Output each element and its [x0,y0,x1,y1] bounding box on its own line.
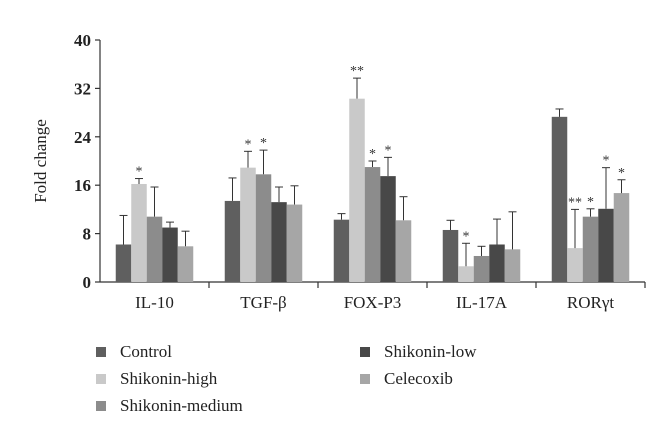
legend-label-shikonin-high: Shikonin-high [120,369,218,388]
bar-celecoxib-ror-t [613,193,630,282]
bar-shikonin-high-il-10 [131,183,147,282]
legend-swatch-shikonin-low [360,347,370,357]
bar-shikonin-low-tgf [271,202,287,282]
bar-celecoxib-tgf [286,204,303,282]
bar-shikonin-high-ror-t [567,248,583,282]
x-tick-label: FOX-P3 [344,293,402,312]
significance-marker: * [603,154,610,169]
significance-marker: * [463,229,470,244]
bar-shikonin-low-il-17a [489,244,505,282]
bar-celecoxib-il-17a [504,249,521,282]
legend-label-celecoxib: Celecoxib [384,369,453,388]
significance-marker: * [245,137,252,152]
legend-label-shikonin-low: Shikonin-low [384,342,477,361]
legend-swatch-shikonin-high [96,374,106,384]
significance-marker: * [618,166,625,181]
bar-shikonin-medium-il-10 [146,216,163,282]
bar-shikonin-medium-ror-t [582,216,599,282]
bar-shikonin-low-il-10 [162,227,178,282]
chart-legend: Control Shikonin-high Shikonin-medium Sh… [96,338,616,428]
y-tick-label: 16 [74,176,91,195]
x-tick-label: TGF-β [240,293,286,312]
bar-shikonin-low-ror-t [598,208,614,282]
x-tick-label: IL-10 [135,293,174,312]
x-tick-label: IL-17A [456,293,508,312]
significance-marker: * [385,143,392,158]
x-tick-label: RORγt [567,293,614,312]
bar-shikonin-medium-fox-p3 [364,167,381,282]
y-tick-label: 8 [83,225,92,244]
legend-label-control: Control [120,342,172,361]
y-tick-label: 24 [74,128,92,147]
legend-item-celecoxib: Celecoxib [360,369,453,389]
chart-bars [115,77,630,283]
bar-control-fox-p3 [333,219,350,282]
y-tick-label: 40 [74,31,91,50]
bar-control-tgf [224,200,241,282]
bar-shikonin-low-fox-p3 [380,176,396,282]
legend-swatch-celecoxib [360,374,370,384]
y-axis-label: Fold change [31,119,50,203]
legend-item-shikonin-low: Shikonin-low [360,342,477,362]
legend-label-shikonin-medium: Shikonin-medium [120,396,243,415]
significance-marker: ** [568,195,582,210]
legend-item-shikonin-medium: Shikonin-medium [96,396,243,416]
bar-celecoxib-il-10 [177,246,194,282]
legend-swatch-control [96,347,106,357]
significance-marker: ** [350,64,364,79]
bar-shikonin-high-tgf [240,167,256,282]
legend-item-control: Control [96,342,172,362]
legend-swatch-shikonin-medium [96,401,106,411]
y-tick-label: 32 [74,79,91,98]
bar-shikonin-medium-il-17a [473,255,490,282]
significance-marker: * [260,136,267,151]
bar-control-il-10 [115,244,132,282]
legend-item-shikonin-high: Shikonin-high [96,369,217,389]
significance-marker: * [136,165,143,180]
bar-shikonin-medium-tgf [255,174,272,282]
significance-marker: * [369,147,376,162]
bar-shikonin-high-il-17a [458,266,474,282]
significance-marker: * [587,195,594,210]
y-tick-label: 0 [83,273,92,292]
bar-control-ror-t [551,116,568,283]
bar-shikonin-high-fox-p3 [349,98,365,282]
bar-control-il-17a [442,229,459,282]
bar-celecoxib-fox-p3 [395,220,412,282]
